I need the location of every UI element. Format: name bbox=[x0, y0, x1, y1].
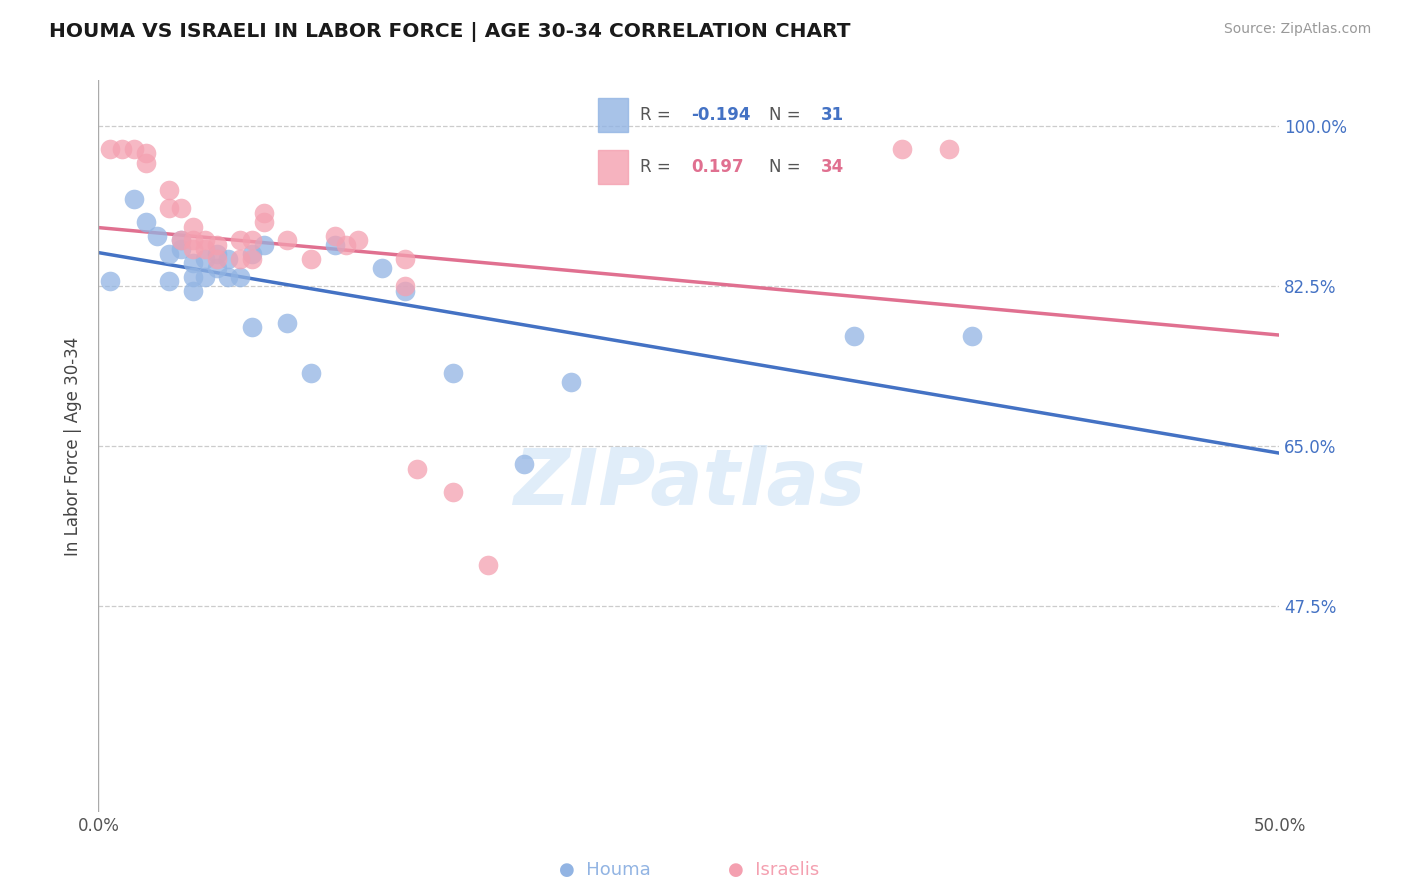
Point bbox=[299, 366, 322, 380]
Point bbox=[477, 558, 499, 572]
Point bbox=[181, 219, 204, 234]
Point bbox=[170, 201, 193, 215]
Point bbox=[205, 238, 228, 252]
Point bbox=[122, 142, 145, 156]
Point bbox=[217, 252, 239, 266]
Point bbox=[240, 247, 263, 261]
Point bbox=[181, 256, 204, 270]
Point bbox=[122, 192, 145, 206]
Point bbox=[441, 366, 464, 380]
Point bbox=[844, 329, 866, 343]
Point bbox=[194, 233, 217, 247]
Point bbox=[205, 252, 228, 266]
Point bbox=[157, 183, 180, 197]
Point bbox=[253, 215, 276, 229]
Point bbox=[181, 284, 204, 298]
Text: ●  Houma: ● Houma bbox=[558, 861, 651, 879]
Point bbox=[276, 316, 298, 330]
Point bbox=[170, 233, 193, 247]
Point bbox=[229, 252, 252, 266]
Point bbox=[441, 484, 464, 499]
Point bbox=[323, 228, 346, 243]
Text: HOUMA VS ISRAELI IN LABOR FORCE | AGE 30-34 CORRELATION CHART: HOUMA VS ISRAELI IN LABOR FORCE | AGE 30… bbox=[49, 22, 851, 42]
Point bbox=[890, 142, 912, 156]
Point bbox=[406, 462, 429, 476]
Point bbox=[157, 201, 180, 215]
Point bbox=[205, 260, 228, 275]
Point bbox=[240, 320, 263, 334]
Point bbox=[394, 284, 416, 298]
Point bbox=[135, 155, 157, 169]
Point bbox=[253, 206, 276, 220]
Point bbox=[512, 458, 534, 472]
Point bbox=[194, 269, 217, 284]
Point bbox=[135, 215, 157, 229]
Point bbox=[157, 275, 180, 289]
Point bbox=[229, 269, 252, 284]
Point bbox=[347, 233, 370, 247]
Point bbox=[170, 233, 193, 247]
Point bbox=[240, 233, 263, 247]
Point bbox=[181, 243, 204, 257]
Point bbox=[194, 243, 217, 257]
Point bbox=[253, 238, 276, 252]
Point bbox=[299, 252, 322, 266]
Point bbox=[181, 233, 204, 247]
Point bbox=[98, 275, 121, 289]
Point bbox=[394, 279, 416, 293]
Text: ZIPatlas: ZIPatlas bbox=[513, 444, 865, 521]
Point bbox=[111, 142, 134, 156]
Point bbox=[335, 238, 357, 252]
Point bbox=[962, 329, 984, 343]
Point bbox=[323, 238, 346, 252]
Point bbox=[146, 228, 169, 243]
Point bbox=[157, 247, 180, 261]
Point bbox=[938, 142, 960, 156]
Point bbox=[560, 375, 582, 389]
Point bbox=[371, 260, 394, 275]
Point bbox=[240, 252, 263, 266]
Point bbox=[170, 243, 193, 257]
Point bbox=[229, 233, 252, 247]
Point bbox=[194, 252, 217, 266]
Point bbox=[181, 269, 204, 284]
Text: Source: ZipAtlas.com: Source: ZipAtlas.com bbox=[1223, 22, 1371, 37]
Point bbox=[217, 269, 239, 284]
Point bbox=[135, 146, 157, 161]
Text: ●  Israelis: ● Israelis bbox=[728, 861, 818, 879]
Point bbox=[394, 252, 416, 266]
Point bbox=[98, 142, 121, 156]
Y-axis label: In Labor Force | Age 30-34: In Labor Force | Age 30-34 bbox=[65, 336, 83, 556]
Point bbox=[276, 233, 298, 247]
Point bbox=[205, 247, 228, 261]
